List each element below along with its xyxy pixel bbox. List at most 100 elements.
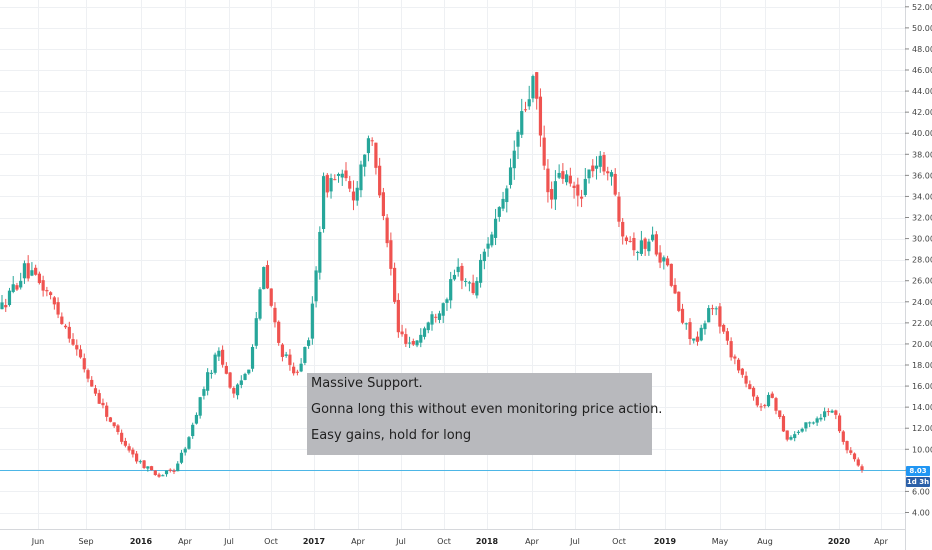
candle-body xyxy=(748,384,752,390)
candle-body xyxy=(206,372,210,391)
candle-body xyxy=(456,266,460,273)
candle-body xyxy=(187,437,191,449)
y-tick-label: 34.00 xyxy=(912,192,932,201)
candle-body xyxy=(751,387,756,397)
y-tick-label: 50.00 xyxy=(912,24,932,33)
bar-countdown-label: 1d 3h xyxy=(906,476,930,487)
candle-body xyxy=(591,165,595,172)
candle-body xyxy=(535,72,539,99)
candle-body xyxy=(587,169,591,179)
candle-body xyxy=(770,393,774,398)
candle-body xyxy=(699,327,703,341)
candle-body xyxy=(407,342,412,344)
y-tick-label: 38.00 xyxy=(912,150,932,159)
candle-body xyxy=(404,334,408,344)
candle-body xyxy=(63,325,68,328)
candle-body xyxy=(505,188,509,203)
candle-body xyxy=(430,314,434,325)
candle-body xyxy=(90,379,94,387)
candle-body xyxy=(153,470,157,476)
candle-body xyxy=(609,172,614,177)
candle-body xyxy=(258,289,262,319)
candle-body xyxy=(763,405,767,407)
candle-body xyxy=(146,466,150,469)
candle-body xyxy=(310,303,314,339)
candle-body xyxy=(333,179,337,181)
candle-body xyxy=(774,398,778,411)
candle-body xyxy=(131,449,135,455)
candle-body xyxy=(692,338,696,341)
candle-body xyxy=(804,422,808,429)
candle-body xyxy=(538,96,543,136)
candle-body xyxy=(669,263,673,286)
candle-body xyxy=(677,291,681,311)
y-tick-label: 14.00 xyxy=(912,403,932,412)
candle-body xyxy=(411,341,415,345)
candle-body xyxy=(733,356,737,359)
candle-body xyxy=(512,150,516,169)
candle-body xyxy=(284,354,288,356)
x-tick-label: Jul xyxy=(395,537,406,546)
annotation-box[interactable]: Massive Support. Gonna long this without… xyxy=(307,373,662,455)
candle-body xyxy=(628,240,632,242)
candle-body xyxy=(52,297,56,305)
candle-body xyxy=(785,430,789,440)
x-tick-label: Apr xyxy=(874,537,889,546)
candle-body xyxy=(26,263,30,279)
candle-body xyxy=(232,388,236,394)
y-tick-label: 40.00 xyxy=(912,129,932,138)
candle-body xyxy=(497,207,501,217)
candle-body xyxy=(213,354,217,373)
candle-body xyxy=(523,109,528,111)
candle-body xyxy=(243,373,247,380)
candle-body xyxy=(221,349,225,365)
candle-body xyxy=(542,137,546,166)
candle-body xyxy=(157,474,161,477)
candle-body xyxy=(583,178,587,196)
candle-body xyxy=(60,316,64,325)
candle-body xyxy=(568,175,572,184)
candle-body xyxy=(374,142,378,168)
candle-body xyxy=(639,240,643,254)
candle-body xyxy=(684,323,688,325)
candle-body xyxy=(606,171,610,174)
candle-body xyxy=(22,263,27,279)
candle-body xyxy=(262,267,266,290)
candle-body xyxy=(636,251,640,253)
candle-body xyxy=(168,469,172,471)
candle-body xyxy=(561,171,565,179)
candle-body xyxy=(565,174,569,183)
candle-body xyxy=(235,384,240,396)
candle-body xyxy=(823,411,827,418)
x-axis[interactable]: Jun Sep 2016 Apr Jul Oct 2017 Apr Jul Oct 2018 Apr J… xyxy=(31,537,889,546)
candle-body xyxy=(621,221,625,237)
candle-body xyxy=(176,463,180,472)
candle-body xyxy=(19,280,23,288)
candle-body xyxy=(378,165,382,196)
y-axis[interactable]: 4.006.008.0010.0012.0014.0016.0018.0020.… xyxy=(905,3,932,518)
candle-body xyxy=(7,290,12,306)
candle-body xyxy=(841,431,845,442)
candle-body xyxy=(830,410,834,413)
candle-body xyxy=(602,155,606,172)
candle-body xyxy=(75,345,79,350)
candle-body xyxy=(617,196,621,222)
candle-body xyxy=(471,282,475,294)
candle-body xyxy=(101,402,105,406)
candle-body xyxy=(572,185,576,188)
candle-body xyxy=(217,350,221,357)
candle-body xyxy=(826,411,830,413)
candle-body xyxy=(613,173,617,195)
candle-body xyxy=(224,366,228,374)
y-tick-label: 44.00 xyxy=(912,87,932,96)
candle-body xyxy=(475,281,479,296)
candle-body xyxy=(194,414,199,424)
candle-body xyxy=(318,231,322,273)
candle-body xyxy=(643,238,647,249)
y-tick-label: 12.00 xyxy=(912,424,932,433)
candle-body xyxy=(598,155,602,167)
candle-body xyxy=(852,453,857,460)
candle-body xyxy=(56,302,60,315)
